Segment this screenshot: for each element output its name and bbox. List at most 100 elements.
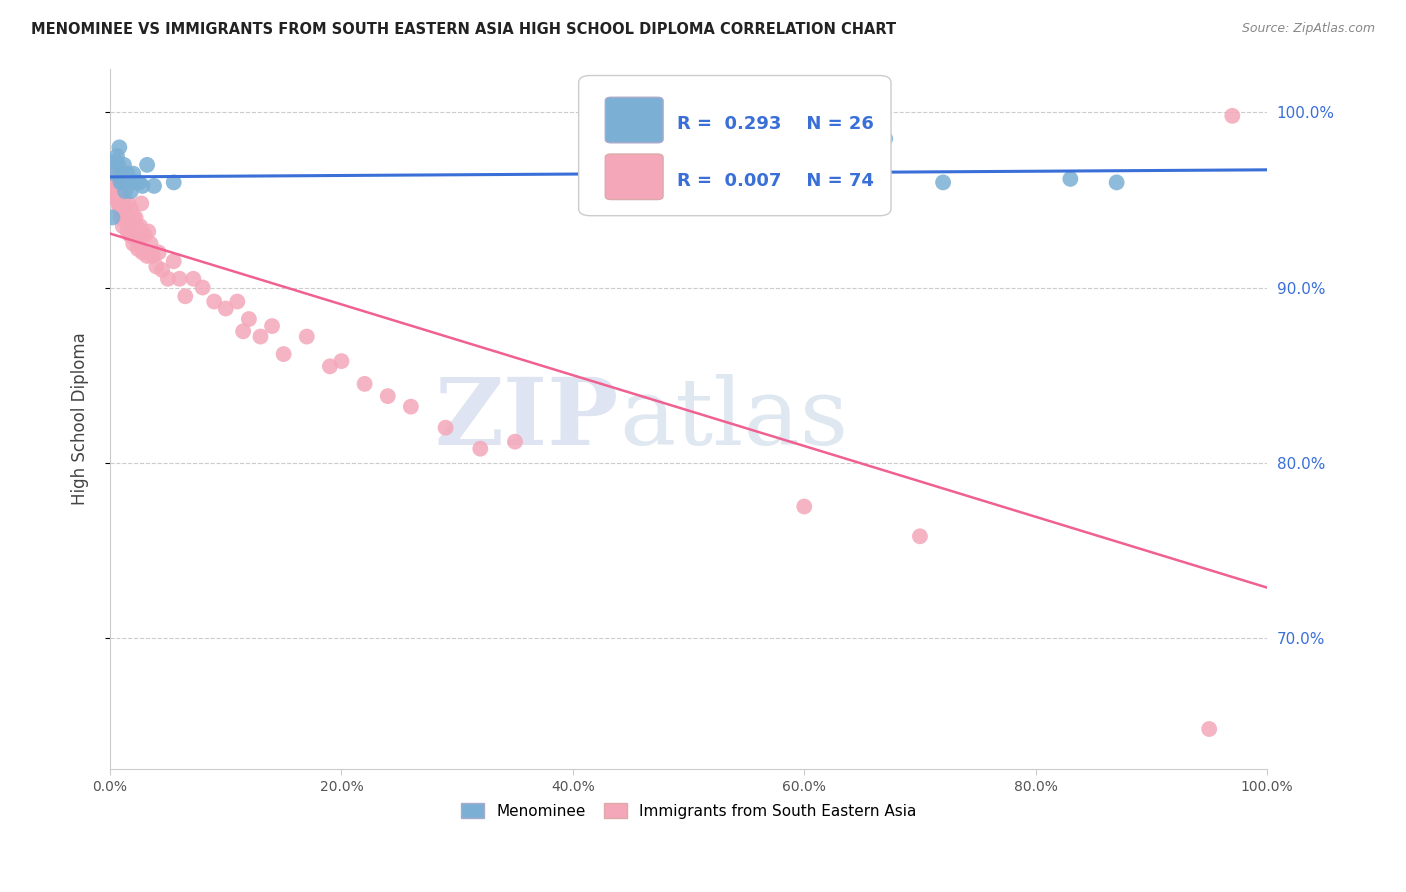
Point — [273, 347, 295, 361]
Point — [136, 249, 159, 263]
Point — [183, 272, 205, 286]
Point — [107, 196, 129, 211]
Point — [260, 319, 283, 334]
Point — [215, 301, 238, 316]
Point — [118, 227, 141, 242]
Point — [128, 231, 150, 245]
Point — [105, 149, 128, 163]
Point — [115, 207, 138, 221]
Point — [114, 214, 136, 228]
Point — [399, 400, 422, 414]
Text: ZIP: ZIP — [434, 374, 619, 464]
Point — [122, 236, 145, 251]
Point — [470, 442, 492, 456]
Point — [117, 224, 139, 238]
Point — [114, 202, 136, 216]
Point — [104, 178, 127, 193]
Legend: Menominee, Immigrants from South Eastern Asia: Menominee, Immigrants from South Eastern… — [454, 797, 922, 825]
Point — [108, 140, 131, 154]
Point — [120, 184, 142, 198]
Point — [377, 389, 399, 403]
Point — [163, 175, 186, 189]
Point — [434, 420, 457, 434]
Point — [131, 196, 153, 211]
Point — [793, 500, 815, 514]
Point — [107, 158, 129, 172]
Point — [908, 529, 931, 543]
Point — [104, 167, 127, 181]
Point — [174, 289, 197, 303]
Point — [191, 280, 214, 294]
Point — [145, 260, 167, 274]
Point — [142, 249, 165, 263]
Point — [319, 359, 342, 374]
Point — [136, 224, 159, 238]
Point — [104, 178, 127, 193]
Point — [139, 236, 162, 251]
Point — [330, 354, 353, 368]
Text: atlas: atlas — [619, 374, 848, 464]
Text: Source: ZipAtlas.com: Source: ZipAtlas.com — [1241, 22, 1375, 36]
Point — [111, 219, 134, 234]
Point — [169, 272, 191, 286]
FancyBboxPatch shape — [605, 97, 664, 143]
Point — [249, 329, 271, 343]
Point — [353, 376, 375, 391]
Point — [124, 175, 146, 189]
Point — [1220, 109, 1243, 123]
Point — [111, 175, 134, 189]
Point — [202, 294, 225, 309]
Point — [111, 167, 134, 181]
Point — [112, 158, 135, 172]
Point — [111, 196, 134, 211]
Point — [117, 211, 139, 225]
Point — [131, 178, 153, 193]
Point — [134, 227, 156, 242]
Point — [108, 202, 131, 216]
Point — [226, 294, 249, 309]
Point — [143, 178, 166, 193]
Point — [131, 245, 153, 260]
Point — [101, 161, 124, 176]
Point — [110, 189, 132, 203]
Point — [875, 131, 897, 145]
Point — [1059, 172, 1081, 186]
Point — [112, 193, 135, 207]
Point — [108, 189, 131, 203]
Text: MENOMINEE VS IMMIGRANTS FROM SOUTH EASTERN ASIA HIGH SCHOOL DIPLOMA CORRELATION : MENOMINEE VS IMMIGRANTS FROM SOUTH EASTE… — [31, 22, 896, 37]
Point — [120, 202, 142, 216]
Point — [122, 167, 145, 181]
Point — [232, 324, 254, 338]
Point — [114, 184, 136, 198]
Point — [105, 193, 128, 207]
Point — [148, 245, 170, 260]
Point — [104, 167, 127, 181]
Point — [118, 214, 141, 228]
Point — [110, 175, 132, 189]
Text: R =  0.293    N = 26: R = 0.293 N = 26 — [676, 115, 875, 133]
Y-axis label: High School Diploma: High School Diploma — [72, 333, 89, 505]
Point — [932, 175, 955, 189]
Point — [120, 227, 142, 242]
Point — [117, 196, 139, 211]
Point — [103, 184, 125, 198]
Point — [503, 434, 526, 449]
Point — [107, 184, 129, 198]
Point — [124, 211, 146, 225]
Point — [127, 242, 149, 256]
FancyBboxPatch shape — [579, 76, 891, 216]
Point — [125, 219, 148, 234]
Point — [238, 312, 260, 326]
Point — [124, 231, 146, 245]
Point — [122, 211, 145, 225]
Point — [111, 202, 134, 216]
Point — [103, 175, 125, 189]
Point — [101, 211, 124, 225]
Point — [295, 329, 318, 343]
Point — [128, 175, 150, 189]
FancyBboxPatch shape — [605, 154, 664, 200]
Point — [117, 167, 139, 181]
Point — [136, 158, 159, 172]
Point — [815, 161, 838, 176]
Point — [1198, 722, 1220, 736]
